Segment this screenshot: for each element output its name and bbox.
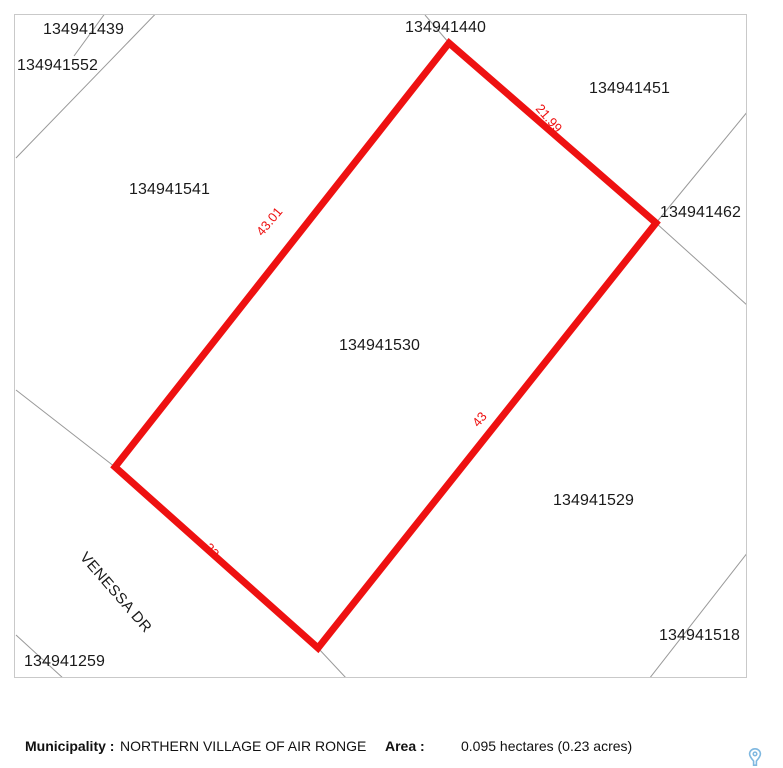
neighbor-parcel-line [15,389,116,468]
neighbor-parcel-line [15,634,63,677]
parcel-id-label[interactable]: 134941439 [43,21,124,38]
parcel-id-label[interactable]: 134941552 [17,57,98,74]
map-panel[interactable]: 134941439 134941552 134941440 134941451 1349… [14,14,747,678]
neighbor-parcel-line [655,222,746,305]
neighbor-parcel-line [649,553,746,677]
neighbor-parcel-line [73,15,105,57]
map-pin-icon[interactable] [748,748,762,766]
map-footer: Municipality : NORTHERN VILLAGE OF AIR R… [0,730,783,768]
area-label: Area : [385,738,425,754]
parcel-id-label[interactable]: 134941451 [589,80,670,97]
municipality-value: NORTHERN VILLAGE OF AIR RONGE [120,738,367,754]
neighbor-parcel-line [424,15,450,44]
neighbor-parcel-line [317,647,346,677]
neighbor-parcel-lines [15,15,746,677]
parcel-id-label[interactable]: 134941529 [553,492,634,509]
parcel-id-label[interactable]: 134941440 [405,19,486,36]
neighbor-parcel-line [655,112,746,224]
parcel-id-label[interactable]: 134941518 [659,627,740,644]
area-value: 0.095 hectares (0.23 acres) [461,738,633,754]
parcel-id-label[interactable]: 134941259 [24,653,105,670]
neighbor-parcel-line [15,15,156,159]
municipality-label: Municipality : [25,738,115,754]
parcel-id-label[interactable]: 134941541 [129,181,210,198]
subject-parcel-outline[interactable] [110,37,661,654]
parcel-id-label[interactable]: 134941530 [339,337,420,354]
parcel-id-label[interactable]: 134941462 [660,204,741,221]
map-canvas[interactable] [14,14,747,678]
